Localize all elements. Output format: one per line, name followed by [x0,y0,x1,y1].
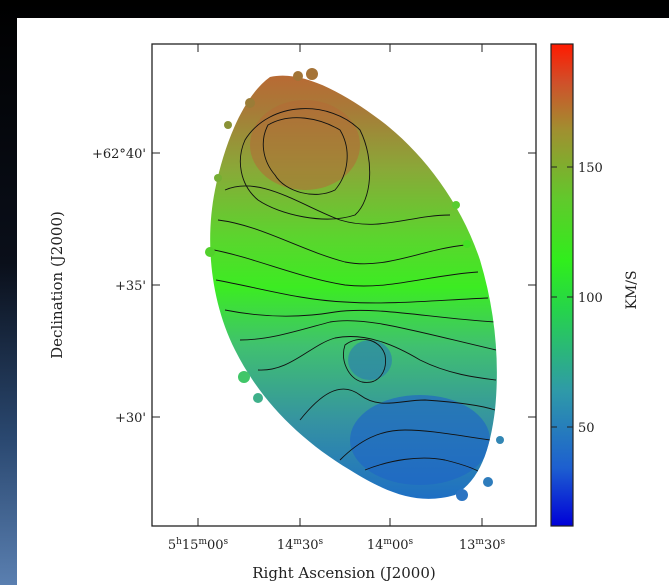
contour-line [239,320,497,351]
colorbar-tick-label: 100 [578,291,603,306]
receding-core [250,100,360,190]
contour-line [364,457,489,479]
colorbar-label: KM/S [624,270,640,309]
colorbar-ticks [551,166,573,428]
contour-line [339,429,491,461]
x-axis-ticks [197,44,483,526]
approaching-knot [348,340,392,380]
approaching-core [350,395,490,485]
y-tick-label: +30' [115,411,146,426]
isovelocity-contours [213,108,497,479]
colorbar-tick-label: 50 [578,421,595,436]
contour-line [262,117,348,195]
y-axis-label: Declination (J2000) [48,211,66,359]
contour-line [239,108,371,220]
contour-line [299,388,496,421]
x-tick-label-2: 14m00s [367,537,414,553]
y-tick-label: +35' [115,279,146,294]
contour-line [217,219,466,265]
colorbar-tick-label: 150 [578,161,603,176]
galaxy-velocity-field [210,75,497,499]
y-axis-ticks [152,152,536,418]
contour-line [257,336,497,381]
contour-line [224,185,451,225]
y-tick-label: +62°40' [92,147,146,162]
x-tick-label-1: 14m30s [277,537,324,553]
edge-clumps [205,68,504,501]
contour-line [343,338,386,383]
x-tick-label-0: 5h15m00s [168,537,229,553]
contour-line [224,309,496,323]
contour-line [213,249,479,287]
contour-line [215,279,489,304]
x-tick-label-3: 13m30s [459,537,506,553]
colorbar [550,43,574,527]
x-axis-label: Right Ascension (J2000) [252,564,435,582]
